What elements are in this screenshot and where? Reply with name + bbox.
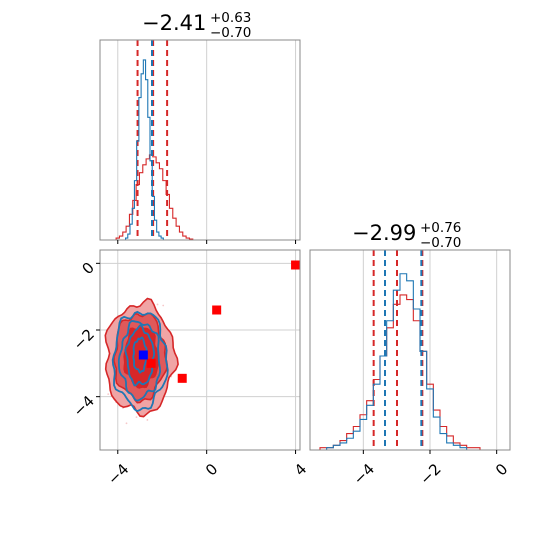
title-minus-param-2: −0.70	[420, 235, 461, 251]
x-tick-label: 0	[202, 460, 221, 479]
contour-plot	[104, 297, 179, 425]
y-tick-label: −2	[70, 325, 98, 353]
panel-frame	[309, 249, 511, 451]
x-ticks: −4 −2 0	[350, 450, 511, 488]
red-marker	[177, 373, 187, 383]
x-tick-label: 0	[492, 460, 511, 479]
x-tick-label: −2	[416, 460, 444, 488]
x-tick-label: −4	[104, 460, 132, 488]
grid-lines	[362, 250, 498, 450]
y-tick-label: 0	[79, 259, 98, 278]
histogram-blue	[125, 59, 164, 240]
blue-marker	[138, 350, 148, 360]
y-ticks: 0 −2 −4	[70, 259, 100, 420]
sample-point	[162, 304, 165, 307]
sample-point	[107, 393, 110, 396]
marginal-panel-param-2: −4 −2 0 −2.99 +0.76 −0.70	[309, 220, 511, 488]
x-tick-label: −4	[350, 460, 378, 488]
blue-contour	[117, 320, 162, 402]
sample-point	[135, 416, 138, 419]
title-median-param-2: −2.99	[352, 221, 416, 245]
x-tick-label: 4	[291, 460, 310, 479]
title-minus-param-1: −0.70	[210, 25, 251, 41]
panel-frame	[99, 249, 301, 451]
joint-panel: −4 0 4 0 −2 −4	[70, 249, 310, 488]
histogram-red	[115, 154, 194, 240]
blue-contour	[124, 324, 156, 387]
markers	[138, 260, 301, 383]
histogram-param-1	[115, 40, 194, 240]
panel-frame	[99, 39, 301, 241]
sample-point	[156, 303, 159, 306]
title-plus-param-2: +0.76	[420, 220, 461, 236]
blue-contour	[111, 310, 169, 413]
red-marker	[212, 305, 222, 315]
x-ticks: −4 0 4	[104, 450, 310, 488]
blue-contour	[132, 336, 149, 374]
marginal-panel-param-1: −2.41 +0.63 −0.70	[99, 10, 301, 244]
histogram-blue	[320, 273, 474, 450]
y-tick-label: −4	[70, 392, 98, 420]
title-plus-param-1: +0.63	[210, 10, 251, 26]
red-marker	[291, 260, 301, 270]
red-marker	[146, 358, 156, 368]
x-ticks	[117, 240, 297, 244]
sample-point	[146, 419, 149, 421]
sample-point	[125, 422, 128, 425]
grid-lines	[117, 40, 297, 240]
histogram-param-2	[313, 250, 481, 450]
title-median-param-1: −2.41	[142, 11, 206, 35]
